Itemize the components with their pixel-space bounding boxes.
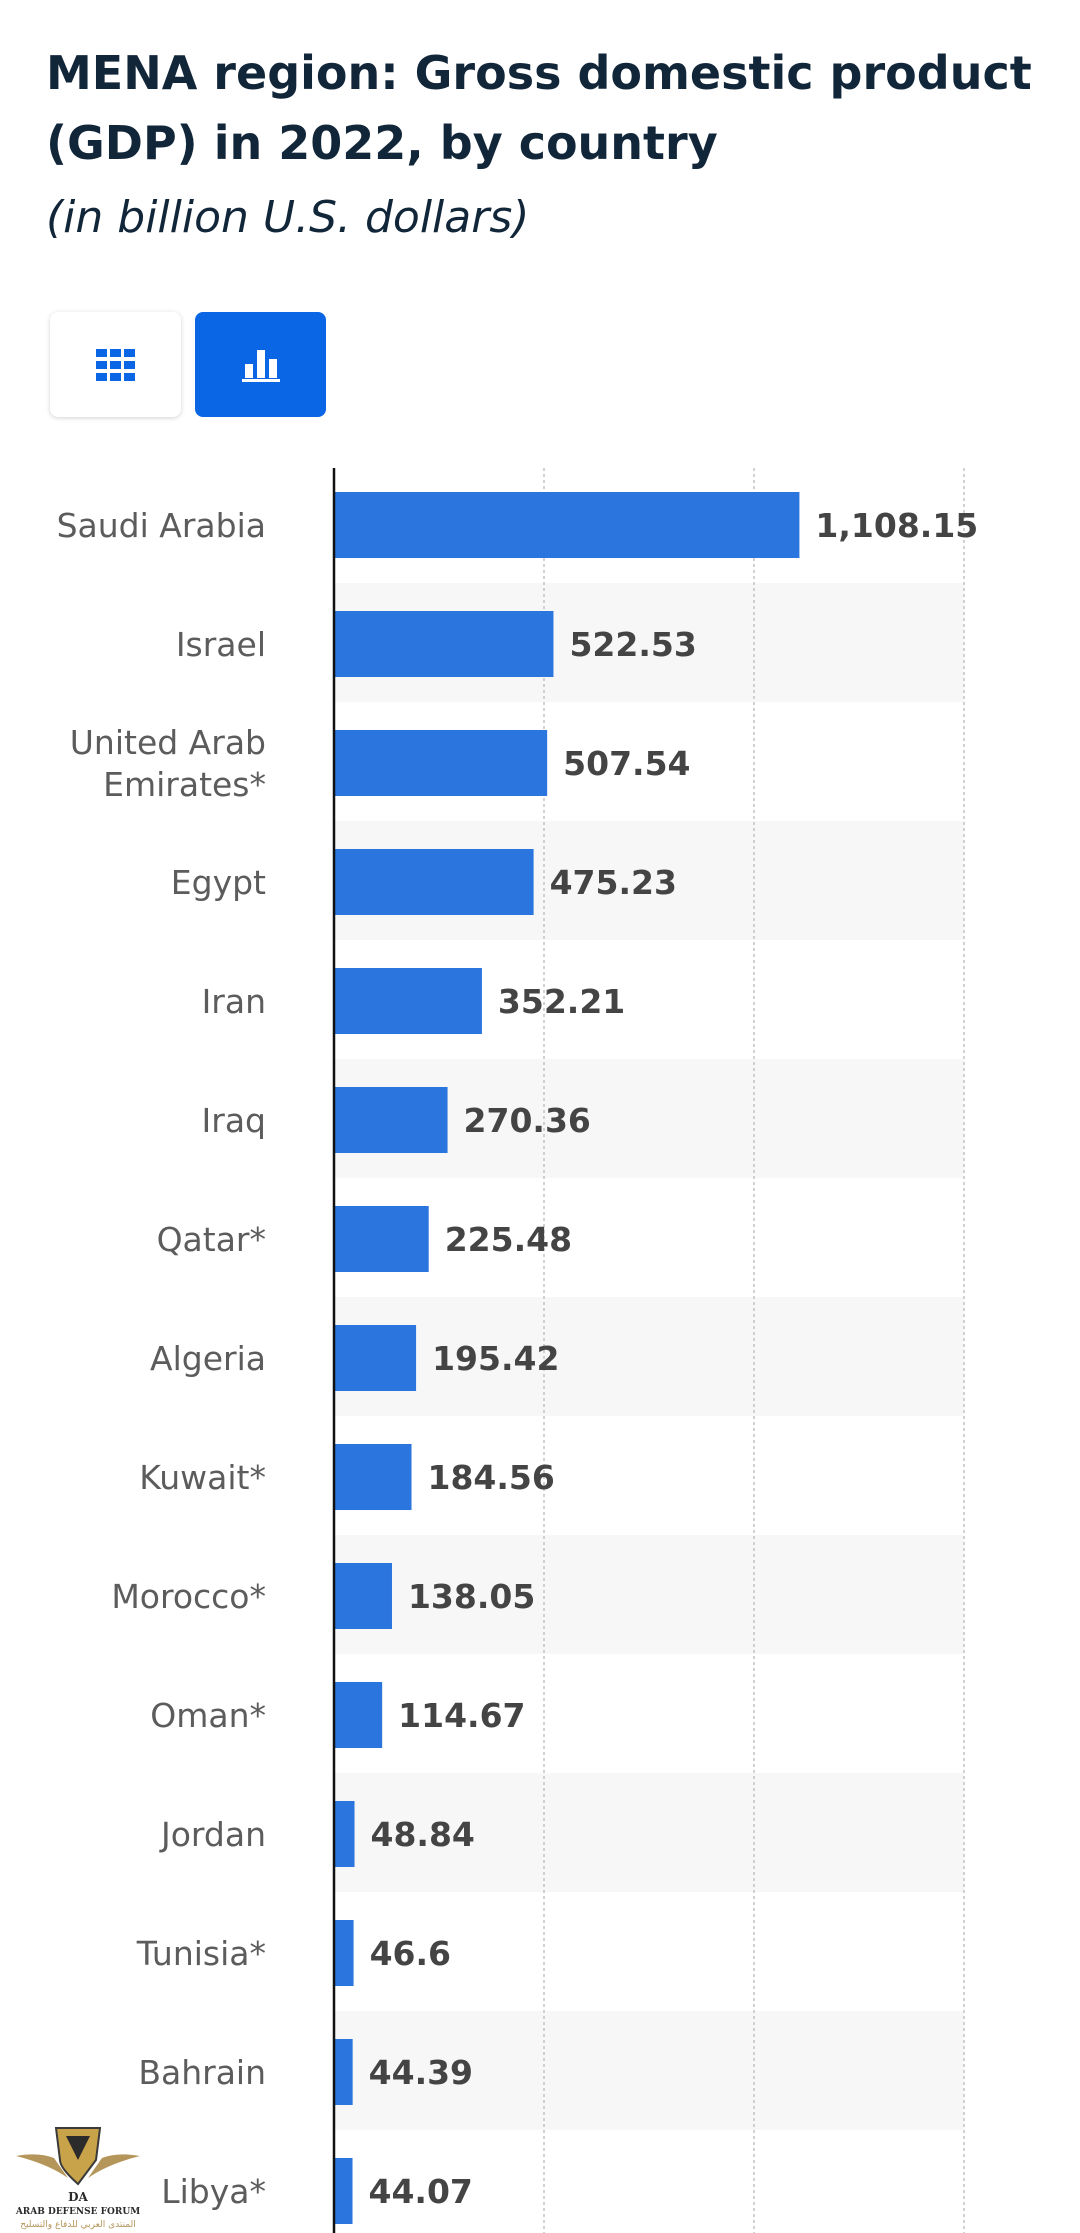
value-label: 46.6 [370,1934,451,1973]
chart-subtitle: (in billion U.S. dollars) [46,192,530,243]
bar [334,611,554,677]
forum-logo-watermark: DA ARAB DEFENSE FORUM المنتدى العربي للد… [15,2127,140,2230]
bar [334,1682,383,1748]
value-label: 114.67 [398,1696,525,1735]
category-label: Iran [202,982,266,1021]
table-view-button[interactable] [50,312,181,417]
svg-text:ARAB DEFENSE FORUM: ARAB DEFENSE FORUM [15,2207,140,2217]
value-label: 184.56 [428,1458,555,1497]
row-stripe [334,2011,964,2130]
value-label: 195.42 [432,1339,559,1378]
row-stripe [334,1535,964,1654]
bar [334,1563,392,1629]
value-label: 270.36 [464,1101,591,1140]
row-stripe [334,1297,964,1416]
category-label: Israel [176,625,266,664]
bar [334,1920,354,1986]
category-label: Bahrain [138,2053,266,2092]
bar [334,730,548,796]
bar [334,2039,353,2105]
category-label: Oman* [150,1696,266,1735]
bar [334,2158,353,2224]
svg-text:المنتدى العربي للدفاع والتسليح: المنتدى العربي للدفاع والتسليح [20,2220,135,2230]
value-label: 225.48 [445,1220,572,1259]
value-label: 1,108.15 [815,506,978,545]
bar [334,1444,412,1510]
value-label: 507.54 [563,744,690,783]
bar [334,492,800,558]
value-label: 352.21 [498,982,625,1021]
category-label: Saudi Arabia [57,506,266,545]
bar-chart-icon [241,349,280,382]
value-label: 522.53 [569,625,696,664]
value-label: 44.39 [369,2053,473,2092]
category-label: Kuwait* [139,1458,266,1497]
row-stripe [334,1773,964,1892]
value-label: 48.84 [371,1815,475,1854]
category-label: Iraq [202,1101,266,1140]
value-label: 475.23 [550,863,677,902]
bar [334,968,482,1034]
category-label: Morocco* [111,1577,266,1616]
category-label: Algeria [150,1339,266,1378]
bar [334,1087,448,1153]
category-label: Tunisia* [136,1934,266,1973]
bar [334,1325,417,1391]
value-label: 138.05 [408,1577,535,1616]
bar-chart: 1,108.15 Saudi Arabia 522.53 Israel 507.54 Un… [57,468,978,2233]
bar [334,1801,355,1867]
category-label: Egypt [171,863,266,902]
category-label: United Arab Emirates* [70,723,266,804]
category-label: Jordan [159,1815,266,1854]
bar [334,1206,429,1272]
value-label: 44.07 [369,2172,473,2211]
chart-title: MENA region: Gross domestic product (GDP… [46,46,1032,170]
grid-icon [95,348,135,381]
category-label: Qatar* [157,1220,266,1259]
svg-text:DA: DA [68,2190,88,2204]
category-label: Libya* [161,2172,266,2211]
chart-view-button[interactable] [195,312,326,417]
bar [334,849,534,915]
